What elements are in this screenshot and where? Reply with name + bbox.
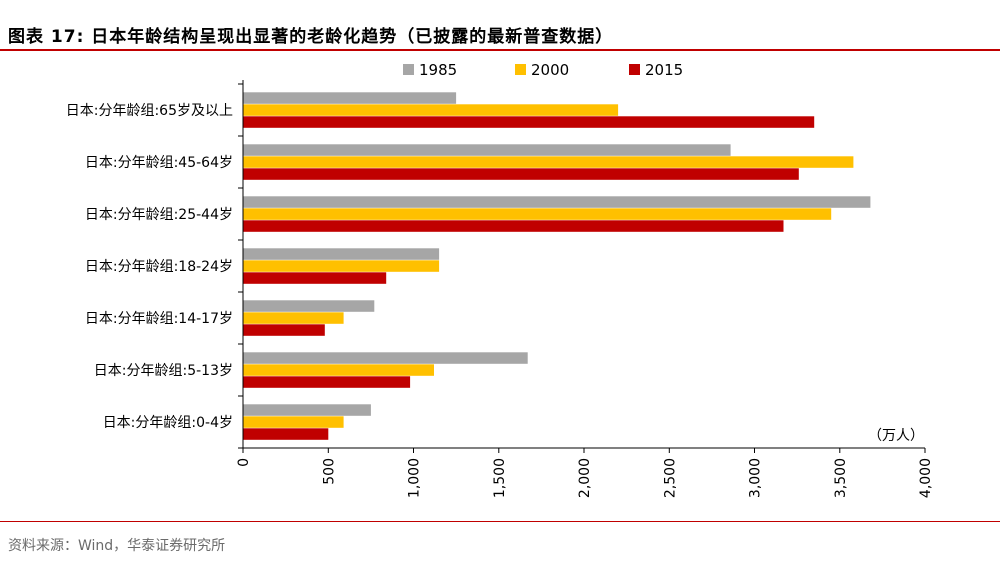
bar-chart: 1985 2000 2015 日本:分年龄组:65岁及以上日本:分年龄组:45-64… (66, 61, 934, 498)
x-tick-label: 3,500 (833, 458, 849, 498)
bar-group (243, 92, 871, 440)
category-label: 日本:分年龄组:25-44岁 (85, 207, 233, 223)
bar-1985-0 (243, 92, 457, 104)
title-divider (0, 49, 1000, 51)
bar-2000-2 (243, 208, 832, 220)
x-tick-label: 4,000 (918, 458, 934, 498)
x-tick-label: 3,000 (748, 458, 764, 498)
x-tick-label: 1,000 (407, 458, 423, 498)
legend-swatch-2000 (515, 64, 526, 75)
bar-1985-3 (243, 248, 440, 260)
category-label: 日本:分年龄组:5-13岁 (94, 363, 233, 379)
category-label: 日本:分年龄组:14-17岁 (85, 311, 233, 327)
chart-title: 图表 17: 日本年龄结构呈现出显著的老龄化趋势（已披露的最新普查数据） (8, 27, 614, 47)
bar-2000-1 (243, 156, 854, 168)
x-tick-label: 1,500 (492, 458, 508, 498)
legend-label-2000: 2000 (531, 61, 569, 79)
legend-swatch-2015 (629, 64, 640, 75)
bar-2015-2 (243, 220, 784, 232)
bar-2000-0 (243, 104, 619, 116)
bar-2015-5 (243, 376, 411, 388)
category-label: 日本:分年龄组:0-4岁 (103, 415, 233, 431)
bar-2015-1 (243, 168, 799, 180)
legend-swatch-1985 (403, 64, 414, 75)
bar-1985-5 (243, 352, 528, 364)
bar-1985-1 (243, 144, 731, 156)
legend: 1985 2000 2015 (403, 61, 683, 79)
x-tick-label: 500 (321, 458, 337, 485)
x-tick-label: 2,000 (577, 458, 593, 498)
bar-1985-4 (243, 300, 375, 312)
bar-2000-6 (243, 416, 344, 428)
bar-2000-5 (243, 364, 434, 376)
x-tick-label: 0 (236, 458, 252, 467)
bar-1985-2 (243, 196, 871, 208)
bar-2015-6 (243, 428, 329, 440)
x-tick-labels: 0 500 1,000 1,500 2,000 2,500 3,000 3,500 4,000 (236, 458, 934, 498)
bar-2015-0 (243, 116, 815, 128)
legend-label-2015: 2015 (645, 61, 683, 79)
bar-1985-6 (243, 404, 371, 416)
category-label: 日本:分年龄组:18-24岁 (85, 259, 233, 275)
category-label: 日本:分年龄组:45-64岁 (85, 155, 233, 171)
legend-label-1985: 1985 (419, 61, 457, 79)
bar-2000-4 (243, 312, 344, 324)
source-note: 资料来源：Wind，华泰证券研究所 (8, 538, 226, 554)
unit-label: （万人） (868, 428, 924, 444)
bar-2015-4 (243, 324, 325, 336)
bar-2015-3 (243, 272, 387, 284)
category-labels: 日本:分年龄组:65岁及以上日本:分年龄组:45-64岁日本:分年龄组:25-4… (66, 103, 233, 431)
axes (238, 80, 926, 453)
category-label: 日本:分年龄组:65岁及以上 (66, 103, 233, 119)
x-tick-label: 2,500 (662, 458, 678, 498)
footer-divider (0, 521, 1000, 522)
bar-2000-3 (243, 260, 440, 272)
